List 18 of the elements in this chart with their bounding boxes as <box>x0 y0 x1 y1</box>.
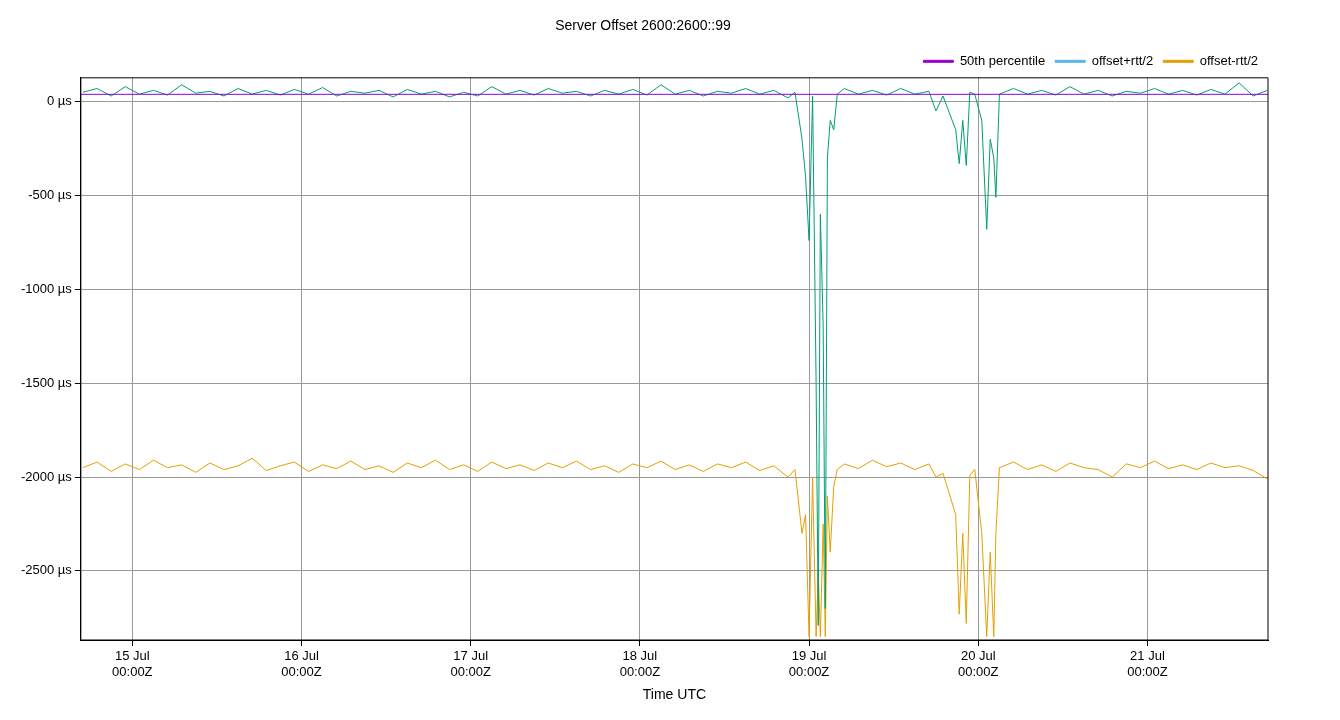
legend-label: offset-rtt/2 <box>1199 52 1259 68</box>
y-tick-label: 0 µs <box>47 93 73 109</box>
x-tick-label: 17 Jul 00:00Z <box>450 648 491 679</box>
x-tick-label: 18 Jul 00:00Z <box>619 648 661 679</box>
legend-label: offset+rtt/2 <box>1091 52 1154 68</box>
x-tick-label: 21 Jul 00:00Z <box>1127 648 1168 679</box>
y-tick-label: -1000 µs <box>20 280 73 296</box>
legend-label: 50th percentile <box>959 52 1046 68</box>
x-tick-label: 19 Jul 00:00Z <box>788 648 830 679</box>
x-tick-label: 15 Jul 00:00Z <box>112 648 153 679</box>
x-tick-label: 16 Jul 00:00Z <box>281 648 322 679</box>
y-tick-label: -2500 µs <box>20 562 73 578</box>
y-tick-label: -2000 µs <box>20 468 73 484</box>
y-tick-label: -1500 µs <box>20 374 73 390</box>
chart-title: Server Offset 2600:2600::99 <box>555 17 732 34</box>
x-axis-title: Time UTC <box>642 686 707 703</box>
y-tick-label: -500 µs <box>28 187 73 203</box>
x-tick-label: 20 Jul 00:00Z <box>958 648 999 679</box>
